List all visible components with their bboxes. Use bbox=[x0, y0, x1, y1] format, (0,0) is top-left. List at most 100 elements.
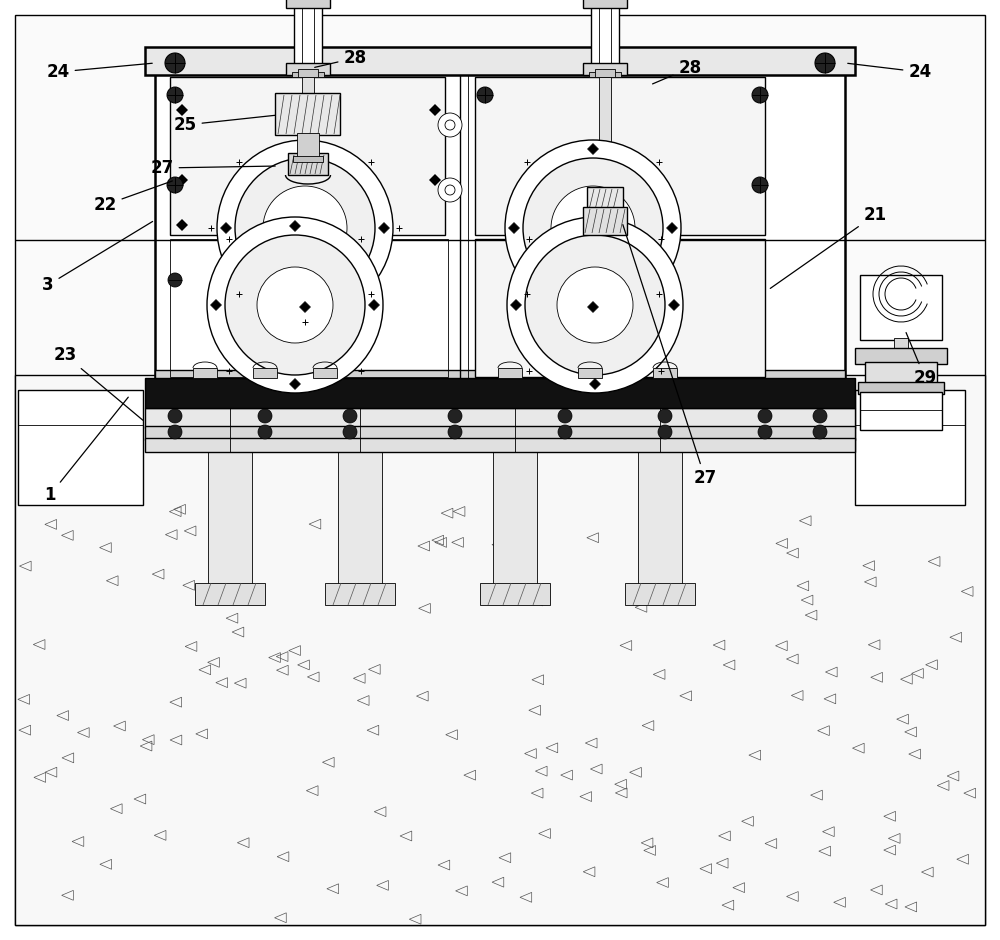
Circle shape bbox=[558, 425, 572, 439]
Polygon shape bbox=[290, 379, 301, 389]
Text: 22: 22 bbox=[93, 180, 172, 214]
Circle shape bbox=[523, 158, 663, 298]
Bar bbox=[860, 275, 942, 340]
Polygon shape bbox=[369, 300, 380, 310]
Circle shape bbox=[438, 178, 462, 202]
Bar bbox=[475, 77, 765, 235]
Bar bbox=[625, 427, 695, 445]
Circle shape bbox=[263, 186, 347, 270]
Circle shape bbox=[445, 185, 455, 195]
Bar bbox=[155, 63, 845, 378]
Polygon shape bbox=[588, 144, 598, 154]
Polygon shape bbox=[221, 223, 232, 233]
Circle shape bbox=[168, 409, 182, 423]
Circle shape bbox=[658, 409, 672, 423]
Polygon shape bbox=[590, 379, 600, 389]
Polygon shape bbox=[300, 144, 311, 154]
Polygon shape bbox=[211, 300, 222, 310]
Circle shape bbox=[343, 409, 357, 423]
Bar bbox=[195, 427, 265, 445]
Bar bbox=[325, 427, 395, 445]
Bar bbox=[298, 69, 318, 77]
Circle shape bbox=[217, 140, 393, 316]
Bar bbox=[155, 370, 845, 378]
Bar bbox=[288, 153, 328, 175]
Bar bbox=[170, 77, 445, 235]
Bar bbox=[145, 47, 855, 75]
Circle shape bbox=[207, 217, 383, 393]
Bar bbox=[855, 348, 947, 364]
Circle shape bbox=[758, 409, 772, 423]
Polygon shape bbox=[379, 223, 390, 233]
Bar bbox=[653, 368, 677, 378]
Text: 26: 26 bbox=[0, 939, 1, 940]
Circle shape bbox=[168, 425, 182, 439]
Bar bbox=[860, 392, 942, 430]
Circle shape bbox=[505, 140, 681, 316]
Polygon shape bbox=[666, 223, 678, 233]
Circle shape bbox=[448, 425, 462, 439]
Circle shape bbox=[258, 425, 272, 439]
Polygon shape bbox=[176, 174, 188, 186]
Bar bbox=[145, 408, 855, 428]
Text: 1: 1 bbox=[44, 398, 128, 504]
Bar bbox=[638, 443, 682, 585]
Circle shape bbox=[445, 120, 455, 130]
Polygon shape bbox=[290, 221, 301, 231]
Bar bbox=[338, 443, 382, 585]
Circle shape bbox=[448, 409, 462, 423]
Bar bbox=[625, 583, 695, 605]
Bar bbox=[583, 63, 627, 75]
Circle shape bbox=[658, 425, 672, 439]
Bar bbox=[145, 426, 855, 440]
Bar bbox=[275, 93, 340, 135]
Text: 23: 23 bbox=[53, 346, 143, 420]
Bar bbox=[294, 5, 322, 65]
Bar bbox=[286, 0, 330, 8]
Bar bbox=[587, 187, 623, 212]
Bar bbox=[297, 133, 319, 158]
Circle shape bbox=[225, 235, 365, 375]
Circle shape bbox=[551, 186, 635, 270]
Circle shape bbox=[343, 425, 357, 439]
Text: 24: 24 bbox=[46, 63, 152, 81]
Bar bbox=[145, 438, 855, 452]
Bar bbox=[480, 427, 550, 445]
Circle shape bbox=[815, 53, 835, 73]
Polygon shape bbox=[176, 104, 188, 116]
Circle shape bbox=[525, 235, 665, 375]
Bar bbox=[313, 368, 337, 378]
Circle shape bbox=[168, 273, 182, 287]
Bar bbox=[253, 368, 277, 378]
Bar bbox=[302, 75, 314, 168]
Circle shape bbox=[167, 87, 183, 103]
Circle shape bbox=[235, 158, 375, 298]
Bar bbox=[894, 338, 908, 350]
Polygon shape bbox=[300, 302, 311, 312]
Circle shape bbox=[507, 217, 683, 393]
Polygon shape bbox=[511, 300, 522, 310]
Bar bbox=[475, 239, 765, 377]
Bar bbox=[583, 207, 627, 235]
Circle shape bbox=[167, 177, 183, 193]
Bar bbox=[589, 72, 621, 77]
Text: 24: 24 bbox=[848, 63, 932, 81]
Circle shape bbox=[438, 113, 462, 137]
Bar bbox=[170, 239, 448, 377]
Circle shape bbox=[752, 177, 768, 193]
Text: 27: 27 bbox=[623, 225, 717, 487]
Text: 27: 27 bbox=[150, 159, 275, 177]
Bar bbox=[855, 390, 965, 505]
Circle shape bbox=[813, 425, 827, 439]
Bar bbox=[591, 5, 619, 65]
Polygon shape bbox=[588, 302, 598, 312]
Bar bbox=[145, 378, 855, 408]
Bar bbox=[286, 63, 330, 75]
Bar bbox=[599, 75, 611, 200]
Bar bbox=[583, 0, 627, 8]
Polygon shape bbox=[590, 221, 600, 231]
Circle shape bbox=[165, 53, 185, 73]
Bar bbox=[292, 72, 324, 77]
Bar bbox=[480, 583, 550, 605]
Bar bbox=[493, 443, 537, 585]
